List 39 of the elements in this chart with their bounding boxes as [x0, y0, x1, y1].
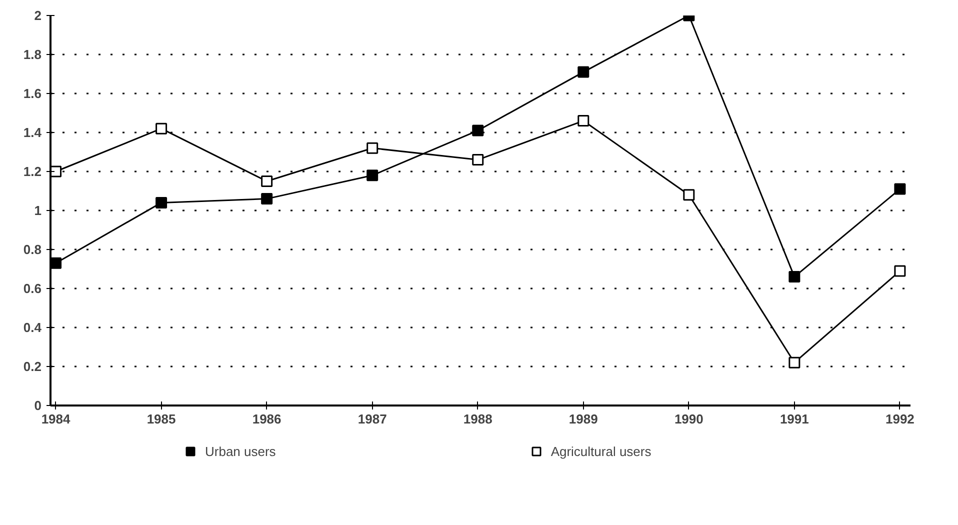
x-tick-label: 1984: [41, 412, 72, 426]
point: [156, 196, 168, 208]
x-tick-label: 1985: [146, 412, 176, 426]
point: [50, 166, 62, 178]
x-tick-label: 1992: [885, 412, 914, 426]
point: [366, 170, 378, 182]
y-tick-label: 0.8: [23, 242, 42, 257]
legend-label: Urban users: [205, 444, 276, 458]
point: [578, 66, 590, 78]
point: [578, 115, 590, 127]
point: [366, 142, 378, 154]
x-tick-label: 1991: [780, 412, 809, 426]
point: [472, 124, 484, 136]
point: [894, 265, 906, 277]
point: [894, 183, 906, 195]
point: [156, 122, 168, 134]
y-tick-label: 1.2: [23, 164, 42, 179]
y-tick-label: 1: [34, 203, 42, 218]
y-tick-label: 1.8: [23, 47, 42, 62]
point: [788, 271, 800, 283]
y-tick-label: 0: [34, 398, 42, 413]
y-tick-label: 2: [34, 8, 42, 23]
y-tick-label: 1.6: [23, 86, 42, 101]
point: [50, 257, 62, 269]
point: [788, 356, 800, 368]
x-tick-label: 1987: [358, 412, 387, 426]
y-tick-label: 0.4: [23, 320, 42, 335]
point: [261, 176, 273, 187]
point: [261, 193, 273, 205]
y-tick-label: 0.2: [23, 359, 42, 374]
point: [472, 154, 484, 166]
x-tick-label: 1990: [674, 412, 704, 426]
point: [683, 189, 695, 201]
x-tick-label: 1988: [463, 412, 492, 426]
y-tick-label: 1.4: [23, 125, 42, 140]
y-tick-label: 0.6: [23, 281, 42, 296]
legend-label: Agricultural users: [550, 444, 652, 458]
x-tick-label: 1986: [252, 412, 282, 426]
x-tick-label: 1989: [568, 412, 598, 426]
